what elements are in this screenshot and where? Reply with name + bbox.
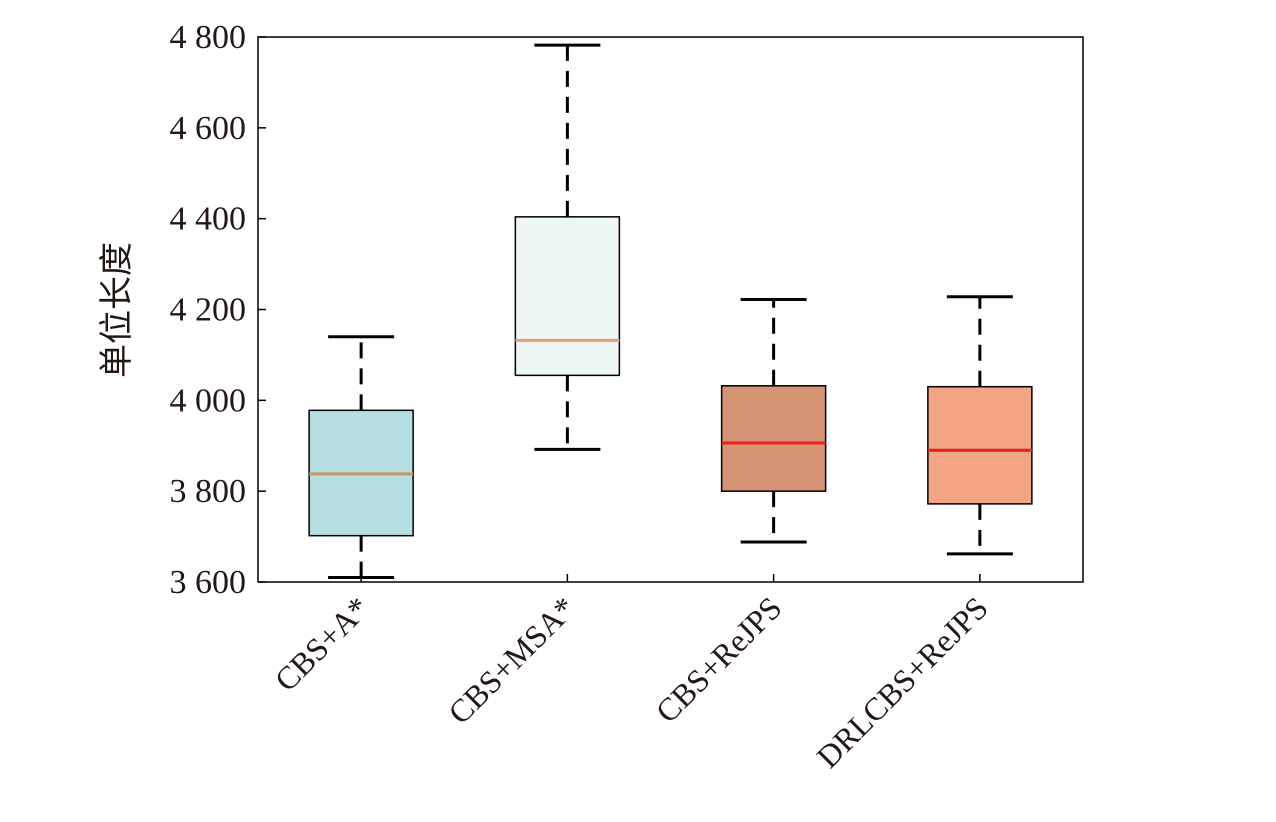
x-category-label: CBS+ReJPS (648, 589, 788, 729)
y-axis-title: 单位长度 (98, 242, 136, 378)
y-tick-label: 4 000 (170, 382, 247, 419)
y-tick-label: 3 800 (170, 473, 247, 510)
box-body (720, 385, 827, 492)
y-tick-label: 4 200 (170, 292, 247, 329)
box-4 (927, 295, 1033, 556)
box-body (514, 216, 621, 377)
box-3 (720, 298, 827, 544)
y-tick-label: 4 400 (170, 201, 247, 238)
x-category-label: DRLCBS+ReJPS (809, 589, 994, 774)
box-1 (308, 335, 414, 579)
box-body (927, 385, 1033, 505)
y-tick-label: 3 600 (170, 564, 247, 601)
y-tick-label: 4 800 (170, 19, 247, 56)
y-tick-label: 4 600 (170, 110, 247, 147)
x-category-label: CBS+MSA* (441, 589, 582, 730)
box-2 (514, 43, 621, 451)
x-category-label: CBS+A* (267, 589, 376, 698)
